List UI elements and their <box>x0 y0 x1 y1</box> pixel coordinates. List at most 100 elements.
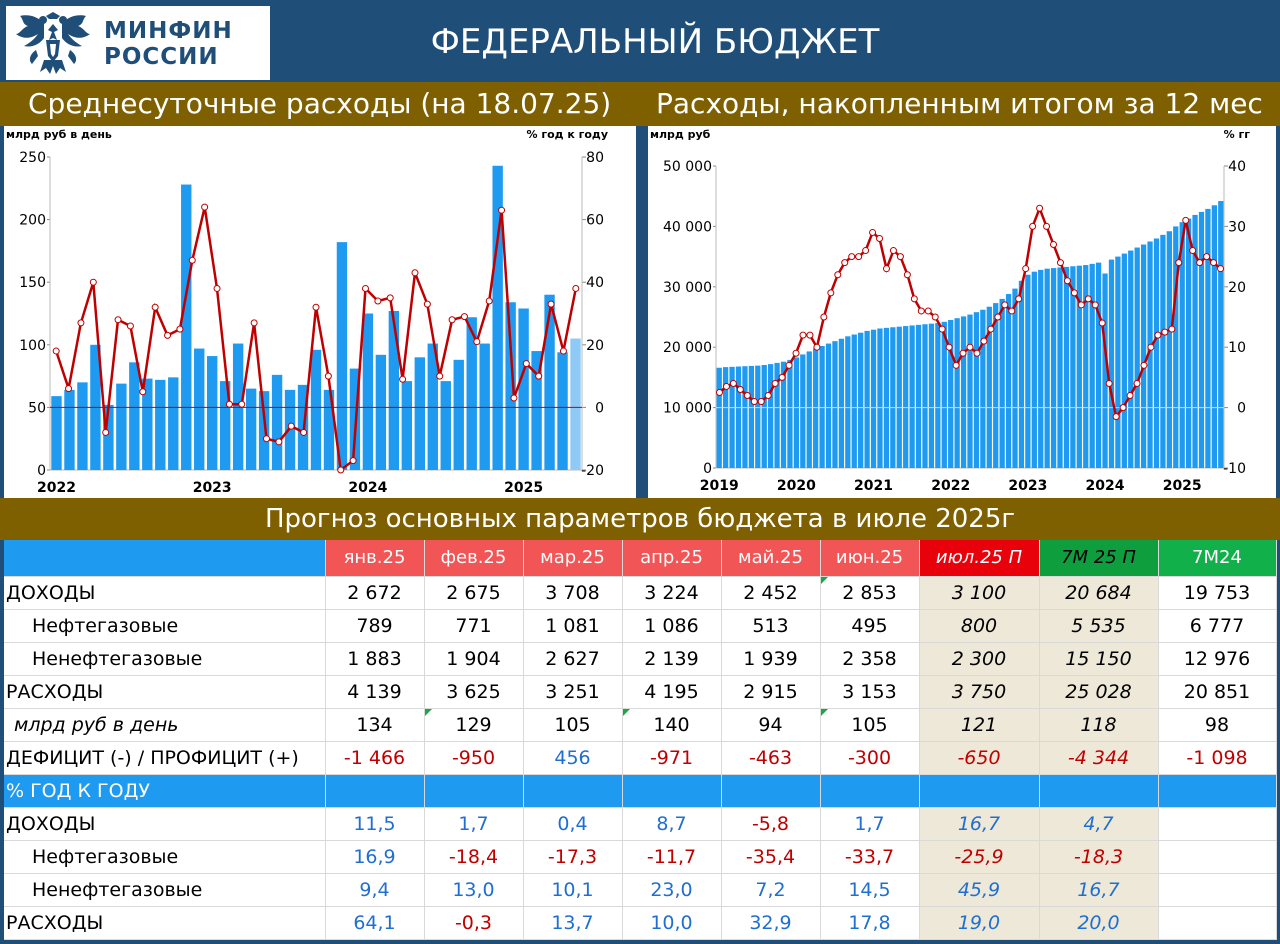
yoy-point <box>535 372 543 380</box>
bar <box>64 389 75 470</box>
table-cell: -17,3 <box>523 840 623 874</box>
table-cell: 105 <box>523 708 623 742</box>
bar <box>748 365 755 468</box>
x-tick-label: 2022 <box>931 478 970 494</box>
yoy-point <box>736 385 744 393</box>
bar <box>232 343 244 470</box>
bar <box>77 382 88 470</box>
table-cell: 16,7 <box>1039 873 1159 907</box>
y2-tick-label: 0 <box>595 400 604 416</box>
bar <box>219 381 231 470</box>
bar <box>323 389 335 470</box>
bar <box>716 367 722 468</box>
bar <box>948 320 954 468</box>
bar <box>440 381 451 470</box>
table-cell: -463 <box>721 741 821 775</box>
x-tick-label: 2025 <box>1163 478 1202 494</box>
bar <box>518 308 529 470</box>
table-cell: 19 753 <box>1158 576 1277 610</box>
bar <box>973 312 980 468</box>
yoy-point <box>959 349 967 357</box>
yoy-point <box>1036 204 1044 212</box>
header: МИНФИН РОССИИ ФЕДЕРАЛЬНЫЙ БЮДЖЕТ <box>0 0 1280 82</box>
y-axis-title: млрд руб в день <box>6 128 112 141</box>
yoy-point <box>771 379 779 387</box>
table-cell: 2 675 <box>424 576 524 610</box>
bar <box>768 364 774 468</box>
yoy-point <box>498 206 506 214</box>
bar <box>1095 262 1102 468</box>
bar <box>505 302 516 470</box>
yoy-point <box>460 313 468 321</box>
bar <box>570 338 581 470</box>
bar <box>838 338 845 468</box>
yoy-point <box>201 203 209 211</box>
bar <box>1025 274 1031 468</box>
table-cell: 64,1 <box>325 906 425 940</box>
table-cell: 134 <box>325 708 425 742</box>
yoy-point <box>361 284 369 292</box>
table-cell: 2 358 <box>820 642 920 676</box>
yoy-point <box>77 319 85 327</box>
column-header: апр.25 <box>622 540 722 577</box>
bar <box>1160 234 1166 468</box>
y-tick-label: 50 <box>28 400 46 416</box>
yoy-point <box>952 361 960 369</box>
table-cell: 1 086 <box>622 609 722 643</box>
table-cell: 4 139 <box>325 675 425 709</box>
bar <box>401 381 413 470</box>
table-cell <box>820 774 920 808</box>
bar <box>800 354 806 468</box>
bar <box>845 336 851 468</box>
table-cell: 2 672 <box>325 576 425 610</box>
bar <box>466 317 477 470</box>
right-chart-title: Расходы, накопленным итогом за 12 мес <box>656 87 1263 120</box>
table-cell: -971 <box>622 741 722 775</box>
y2-tick-label: 80 <box>586 150 604 166</box>
bar <box>742 366 748 468</box>
yoy-point <box>1112 413 1120 421</box>
yoy-point <box>757 398 765 406</box>
yoy-point <box>263 435 271 443</box>
section-label: % ГОД К ГОДУ <box>4 774 326 808</box>
yoy-point <box>743 392 751 400</box>
yoy-point <box>1022 265 1030 273</box>
yoy-point <box>1077 301 1085 309</box>
yoy-point <box>1001 301 1009 309</box>
bar <box>793 357 800 468</box>
bar <box>207 356 218 470</box>
bar <box>735 366 742 468</box>
table-cell: 2 915 <box>721 675 821 709</box>
yoy-point <box>436 372 444 380</box>
table-cell: 105 <box>820 708 920 742</box>
y-tick-label: 20 000 <box>663 340 712 356</box>
y-tick-label: 250 <box>19 150 46 166</box>
table-row: Нефтегазовые 16,9 -18,4 -17,3 -11,7 -35,… <box>4 840 1277 874</box>
table-row: ДОХОДЫ 11,5 1,7 0,4 8,7 -5,8 1,7 16,7 4,… <box>4 807 1277 841</box>
bar <box>1153 238 1160 468</box>
bar <box>1218 201 1224 469</box>
yoy-point <box>876 234 884 242</box>
bar <box>1012 288 1018 468</box>
yoy-point <box>903 271 911 279</box>
bar <box>258 391 270 470</box>
section-row: % ГОД К ГОДУ <box>4 774 1277 808</box>
yoy-point <box>1182 216 1190 224</box>
bar <box>181 184 192 470</box>
yoy-point <box>1008 307 1016 315</box>
y-tick-label: 150 <box>19 275 46 291</box>
bar <box>813 348 819 468</box>
yoy-point <box>1015 295 1023 303</box>
daily-spending-chart-svg: млрд руб в день% год к году0501001502002… <box>6 128 608 496</box>
row-label: Нефтегазовые <box>4 840 326 874</box>
table-cell: 13,7 <box>523 906 623 940</box>
yoy-point <box>126 322 134 330</box>
bar <box>1005 294 1012 468</box>
yoy-point <box>820 313 828 321</box>
table-cell: 94 <box>721 708 821 742</box>
table-row: Ненефтегазовые 1 883 1 904 2 627 2 139 1… <box>4 642 1277 676</box>
bar <box>142 378 153 470</box>
yoy-point <box>1203 253 1211 261</box>
table-cell: 800 <box>919 609 1040 643</box>
column-header: фев.25 <box>424 540 524 577</box>
